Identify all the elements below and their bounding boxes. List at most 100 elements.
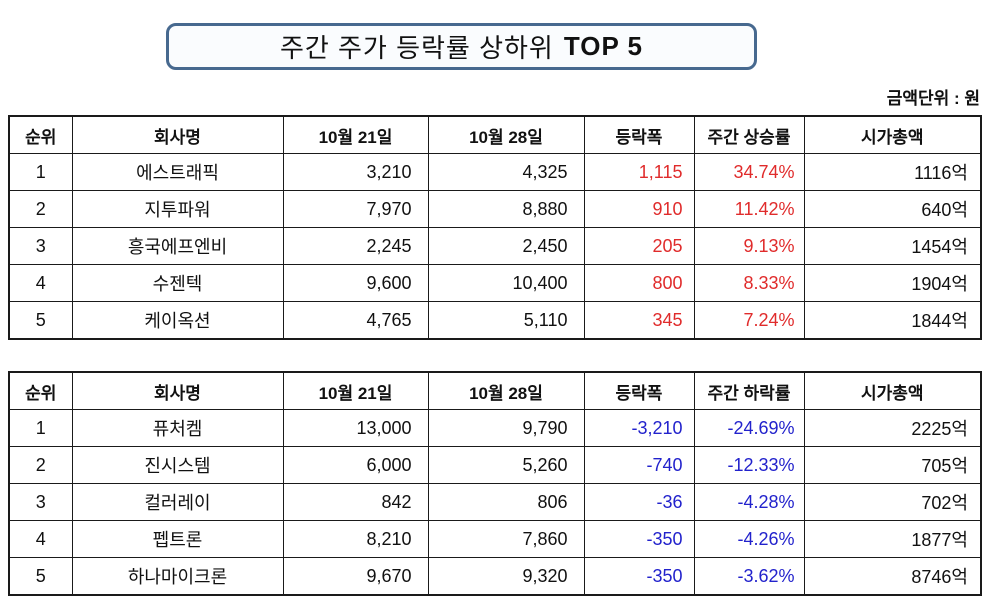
table-row: 2 지투파워 7,970 8,880 910 11.42% 640억 [8, 190, 982, 228]
cell-rate: 34.74% [693, 153, 805, 191]
cell-company: 케이옥션 [71, 301, 284, 340]
cell-oct28: 806 [427, 483, 585, 521]
cell-rank: 2 [8, 446, 73, 484]
cell-rate: 7.24% [693, 301, 805, 340]
cell-rate: -3.62% [693, 557, 805, 596]
cell-company: 수젠텍 [71, 264, 284, 302]
currency-unit-label: 금액단위 : 원 [886, 89, 980, 108]
cell-oct21: 9,600 [282, 264, 429, 302]
table-row: 4 수젠텍 9,600 10,400 800 8.33% 1904억 [8, 264, 982, 302]
cell-market-cap: 1454억 [803, 227, 982, 265]
cell-market-cap: 8746억 [803, 557, 982, 596]
cell-oct21: 842 [282, 483, 429, 521]
cell-change: 205 [583, 227, 695, 265]
cell-market-cap: 1116억 [803, 153, 982, 191]
column-header: 회사명 [71, 371, 284, 410]
cell-rate: -24.69% [693, 409, 805, 447]
cell-oct28: 8,880 [427, 190, 585, 228]
cell-oct28: 5,260 [427, 446, 585, 484]
cell-market-cap: 2225억 [803, 409, 982, 447]
cell-change: -3,210 [583, 409, 695, 447]
cell-oct21: 3,210 [282, 153, 429, 191]
cell-oct21: 13,000 [282, 409, 429, 447]
cell-rank: 4 [8, 264, 73, 302]
cell-rate: 8.33% [693, 264, 805, 302]
header-row: 순위 회사명 10월 21일 10월 28일 등락폭 주간 하락률 시가총액 [8, 371, 982, 410]
cell-oct21: 4,765 [282, 301, 429, 340]
cell-oct28: 5,110 [427, 301, 585, 340]
cell-rate: -4.26% [693, 520, 805, 558]
cell-company: 하나마이크론 [71, 557, 284, 596]
table-row: 4 펩트론 8,210 7,860 -350 -4.26% 1877억 [8, 520, 982, 558]
cell-company: 펩트론 [71, 520, 284, 558]
cell-change: -350 [583, 520, 695, 558]
cell-oct28: 9,790 [427, 409, 585, 447]
cell-change: 800 [583, 264, 695, 302]
cell-rank: 1 [8, 409, 73, 447]
cell-rank: 2 [8, 190, 73, 228]
table-row: 3 흥국에프엔비 2,245 2,450 205 9.13% 1454억 [8, 227, 982, 265]
page-title: 주간 주가 등락률 상하위 [279, 33, 554, 63]
cell-company: 컬러레이 [71, 483, 284, 521]
cell-change: -36 [583, 483, 695, 521]
table-row: 1 퓨처켐 13,000 9,790 -3,210 -24.69% 2225억 [8, 409, 982, 447]
header-row: 순위 회사명 10월 21일 10월 28일 등락폭 주간 상승률 시가총액 [8, 115, 982, 154]
cell-rank: 3 [8, 483, 73, 521]
page-title-emphasis: TOP 5 [563, 31, 644, 61]
column-header: 10월 21일 [282, 371, 429, 410]
cell-oct28: 4,325 [427, 153, 585, 191]
cell-rate: 9.13% [693, 227, 805, 265]
table-row: 1 에스트래픽 3,210 4,325 1,115 34.74% 1116억 [8, 153, 982, 191]
cell-rank: 5 [8, 557, 73, 596]
cell-market-cap: 1877억 [803, 520, 982, 558]
cell-oct21: 6,000 [282, 446, 429, 484]
cell-change: -740 [583, 446, 695, 484]
column-header: 시가총액 [803, 115, 982, 154]
top-gainers-table: 순위 회사명 10월 21일 10월 28일 등락폭 주간 상승률 시가총액 1 에스트래픽 3… [8, 115, 982, 340]
cell-rank: 1 [8, 153, 73, 191]
cell-oct28: 9,320 [427, 557, 585, 596]
cell-oct28: 10,400 [427, 264, 585, 302]
cell-change: -350 [583, 557, 695, 596]
cell-market-cap: 1844억 [803, 301, 982, 340]
cell-market-cap: 705억 [803, 446, 982, 484]
cell-rank: 3 [8, 227, 73, 265]
table-row: 3 컬러레이 842 806 -36 -4.28% 702억 [8, 483, 982, 521]
column-header: 순위 [8, 371, 73, 410]
column-header: 주간 상승률 [693, 115, 805, 154]
column-header: 등락폭 [583, 371, 695, 410]
column-header: 10월 21일 [282, 115, 429, 154]
cell-company: 진시스템 [71, 446, 284, 484]
cell-company: 지투파워 [71, 190, 284, 228]
cell-rate: -12.33% [693, 446, 805, 484]
cell-change: 1,115 [583, 153, 695, 191]
cell-change: 910 [583, 190, 695, 228]
title-box: 주간 주가 등락률 상하위 TOP 5 [166, 23, 757, 70]
cell-company: 에스트래픽 [71, 153, 284, 191]
cell-market-cap: 640억 [803, 190, 982, 228]
top-losers-table: 순위 회사명 10월 21일 10월 28일 등락폭 주간 하락률 시가총액 1 퓨처켐 13,… [8, 371, 982, 596]
cell-oct28: 2,450 [427, 227, 585, 265]
column-header: 시가총액 [803, 371, 982, 410]
column-header: 10월 28일 [427, 115, 585, 154]
cell-oct21: 9,670 [282, 557, 429, 596]
cell-market-cap: 1904억 [803, 264, 982, 302]
cell-change: 345 [583, 301, 695, 340]
cell-oct21: 7,970 [282, 190, 429, 228]
table-row: 5 하나마이크론 9,670 9,320 -350 -3.62% 8746억 [8, 557, 982, 596]
table-row: 5 케이옥션 4,765 5,110 345 7.24% 1844억 [8, 301, 982, 340]
cell-oct28: 7,860 [427, 520, 585, 558]
cell-market-cap: 702억 [803, 483, 982, 521]
cell-oct21: 8,210 [282, 520, 429, 558]
cell-company: 흥국에프엔비 [71, 227, 284, 265]
cell-rank: 4 [8, 520, 73, 558]
column-header: 주간 하락률 [693, 371, 805, 410]
column-header: 순위 [8, 115, 73, 154]
cell-oct21: 2,245 [282, 227, 429, 265]
column-header: 회사명 [71, 115, 284, 154]
column-header: 10월 28일 [427, 371, 585, 410]
cell-rate: 11.42% [693, 190, 805, 228]
cell-rank: 5 [8, 301, 73, 340]
table-row: 2 진시스템 6,000 5,260 -740 -12.33% 705억 [8, 446, 982, 484]
